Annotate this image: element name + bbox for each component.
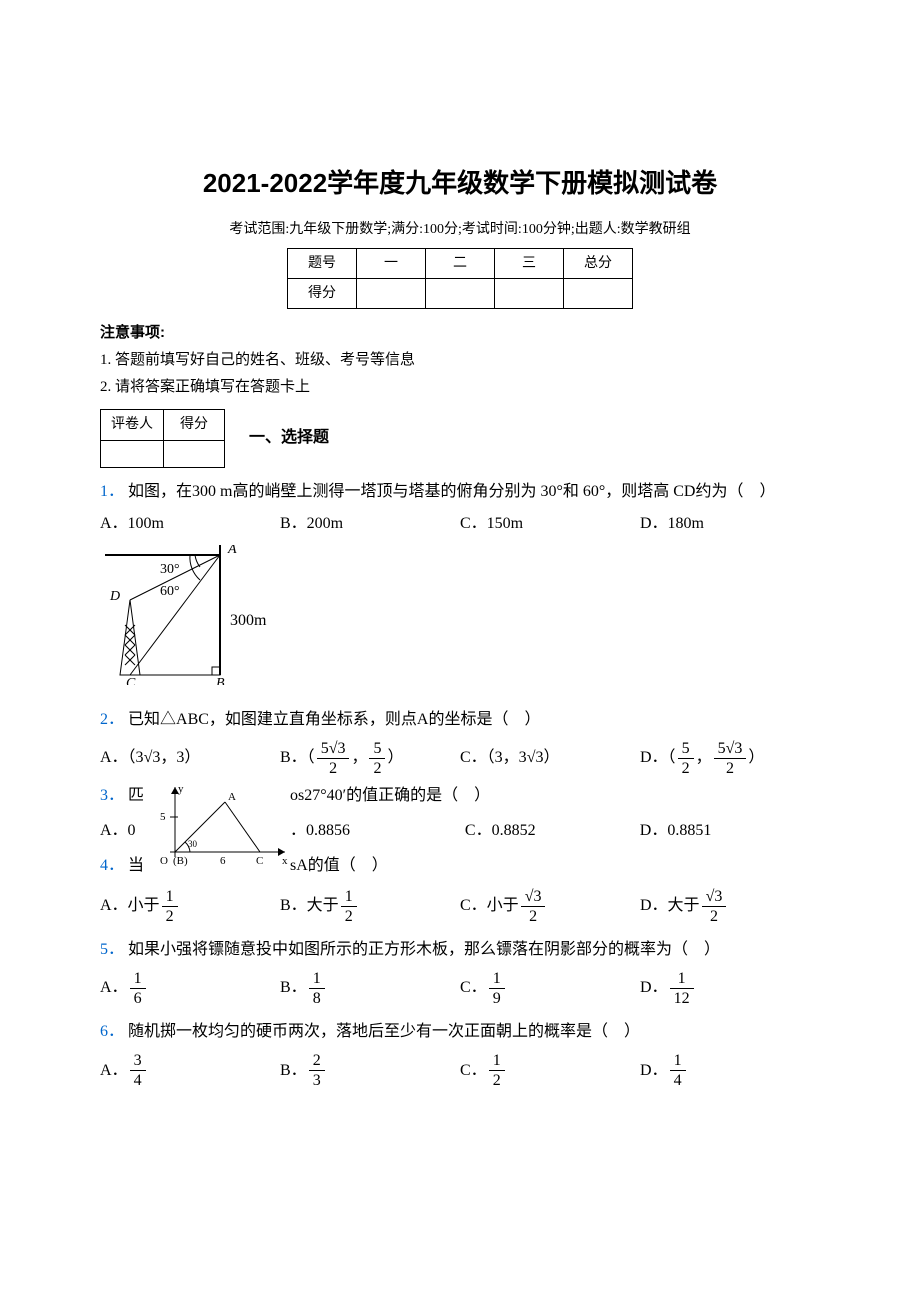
question-1: 1． 如图，在300 m高的峭壁上测得一塔顶与塔基的俯角分别为 30°和 60°…: [100, 478, 820, 507]
option-c: C．（3，3√3）: [460, 744, 640, 773]
svg-text:x: x: [282, 855, 288, 867]
score-table: 题号 一 二 三 总分 得分: [287, 248, 633, 309]
question-1-options: A．100m B．200m C．150m D．180m: [100, 510, 820, 539]
option-c: C． 19: [460, 969, 640, 1008]
question-2-figure: y x A 5 30 O (B) 6 C: [150, 782, 290, 883]
question-6: 6． 随机掷一枚均匀的硬币两次，落地后至少有一次正面朝上的概率是（ ）: [100, 1018, 820, 1047]
page-title: 2021-2022学年度九年级数学下册模拟测试卷: [100, 160, 820, 207]
fig-label-60: 60°: [160, 584, 180, 599]
option-c: C．小于 √32: [460, 887, 640, 926]
section-title: 一、选择题: [249, 424, 329, 453]
fig-label-c: C: [126, 676, 136, 685]
svg-text:A: A: [228, 791, 236, 803]
score-header: 题号: [288, 248, 357, 278]
grader-cell: [164, 440, 225, 467]
fig-label-b: B: [216, 676, 225, 685]
score-header: 总分: [564, 248, 633, 278]
option-d: D．0.8851: [640, 817, 815, 846]
score-header: 一: [357, 248, 426, 278]
option-c: C．150m: [460, 510, 640, 539]
score-row-label: 得分: [288, 279, 357, 309]
fig-label-300m: 300m: [230, 612, 267, 629]
question-5-options: A． 16 B． 18 C． 19 D． 112: [100, 969, 820, 1008]
question-2: 2． 已知△ABC，如图建立直角坐标系，则点A的坐标是（ ）: [100, 706, 820, 735]
question-4-text-tail: sA的值（ ）: [290, 852, 820, 881]
question-3-4-block: 3． 匹 A．0 4． 当 y x A 5 30 O (B) 6 C: [100, 782, 820, 883]
option-d: D．大于 √32: [640, 887, 820, 926]
option-a: A．0: [100, 817, 150, 846]
question-1-figure: A 30° 60° D 300m C B: [100, 545, 820, 696]
option-b: ．0.8856: [290, 817, 465, 846]
score-header: 二: [426, 248, 495, 278]
question-2-options: A．（3√3，3） B．（ 5√32 ， 52 ） C．（3，3√3） D．（ …: [100, 739, 820, 778]
option-a: A．小于 12: [100, 887, 280, 926]
question-text: 当: [128, 857, 144, 874]
question-5: 5． 如果小强将镖随意投中如图所示的正方形木板，那么镖落在阴影部分的概率为（ ）: [100, 936, 820, 965]
option-c: C． 12: [460, 1051, 640, 1090]
grader-label: 评卷人: [101, 410, 164, 440]
option-b: B． 18: [280, 969, 460, 1008]
fig-label-30: 30°: [160, 562, 180, 577]
svg-text:C: C: [256, 855, 263, 867]
question-number: 5．: [100, 941, 124, 958]
notes-title: 注意事项:: [100, 324, 165, 341]
option-c: C．0.8852: [465, 817, 640, 846]
question-text: 匹: [128, 787, 144, 804]
score-cell: [564, 279, 633, 309]
question-number: 4．: [100, 857, 124, 874]
score-cell: [495, 279, 564, 309]
question-text: 如果小强将镖随意投中如图所示的正方形木板，那么镖落在阴影部分的概率为（ ）: [128, 941, 720, 958]
question-text: 如图，在300 m高的峭壁上测得一塔顶与塔基的俯角分别为 30°和 60°，则塔…: [128, 483, 775, 500]
option-d: D．180m: [640, 510, 820, 539]
section-header: 评卷人 得分 一、选择题: [100, 409, 820, 467]
option-a: A． 34: [100, 1051, 280, 1090]
option-d: D． 14: [640, 1051, 820, 1090]
question-number: 1．: [100, 483, 124, 500]
svg-text:y: y: [178, 783, 184, 795]
option-a: A．（3√3，3）: [100, 744, 280, 773]
question-number: 2．: [100, 711, 124, 728]
question-3-text-tail: os27°40′的值正确的是（ ）: [290, 782, 820, 811]
svg-text:O: O: [160, 855, 168, 867]
svg-text:30: 30: [188, 839, 198, 849]
option-d: D． 112: [640, 969, 820, 1008]
note-line: 1. 答题前填写好自己的姓名、班级、考号等信息: [100, 352, 415, 368]
option-b: B．大于 12: [280, 887, 460, 926]
option-d: D．（ 52 ， 5√32 ）: [640, 739, 820, 778]
fig-label-a: A: [227, 545, 237, 557]
question-text: 随机掷一枚均匀的硬币两次，落地后至少有一次正面朝上的概率是（ ）: [128, 1023, 640, 1040]
notes: 注意事项: 1. 答题前填写好自己的姓名、班级、考号等信息 2. 请将答案正确填…: [100, 319, 820, 401]
score-cell: [426, 279, 495, 309]
exam-meta: 考试范围:九年级下册数学;满分:100分;考试时间:100分钟;出题人:数学教研…: [100, 217, 820, 242]
svg-text:(B): (B): [173, 855, 188, 867]
score-cell: [357, 279, 426, 309]
question-4-options: A．小于 12 B．大于 12 C．小于 √32 D．大于 √32: [100, 887, 820, 926]
score-header: 三: [495, 248, 564, 278]
question-number: 3．: [100, 787, 124, 804]
option-b: B．（ 5√32 ， 52 ）: [280, 739, 460, 778]
option-a: A．100m: [100, 510, 280, 539]
svg-text:6: 6: [220, 855, 226, 867]
svg-text:5: 5: [160, 811, 166, 823]
grader-table: 评卷人 得分: [100, 409, 225, 467]
question-6-options: A． 34 B． 23 C． 12 D． 14: [100, 1051, 820, 1090]
question-number: 6．: [100, 1023, 124, 1040]
grader-cell: [101, 440, 164, 467]
note-line: 2. 请将答案正确填写在答题卡上: [100, 379, 310, 395]
question-text: 已知△ABC，如图建立直角坐标系，则点A的坐标是（ ）: [128, 711, 540, 728]
option-b: B．200m: [280, 510, 460, 539]
option-a: A． 16: [100, 969, 280, 1008]
grader-score-label: 得分: [164, 410, 225, 440]
fig-label-d: D: [109, 589, 120, 604]
option-b: B． 23: [280, 1051, 460, 1090]
